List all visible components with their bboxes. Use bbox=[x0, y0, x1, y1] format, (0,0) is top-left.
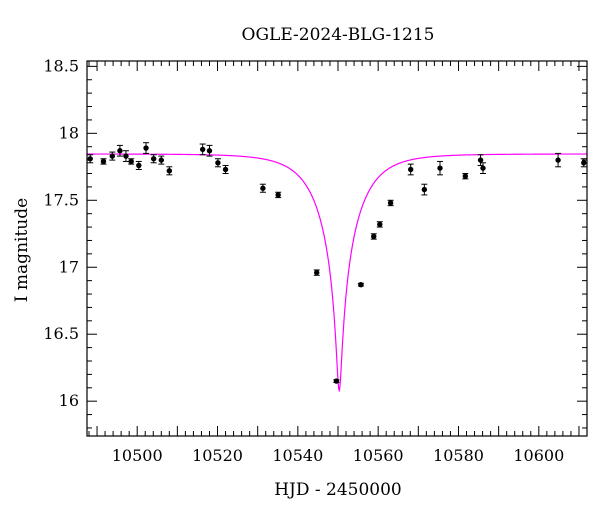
y-tick-label: 16 bbox=[59, 391, 79, 410]
x-axis-title: HJD - 2450000 bbox=[274, 480, 402, 500]
data-point bbox=[437, 165, 443, 171]
x-tick-label: 10600 bbox=[513, 446, 564, 465]
data-point bbox=[275, 192, 281, 198]
data-point bbox=[581, 160, 587, 166]
data-point bbox=[477, 157, 484, 163]
data-point bbox=[215, 160, 221, 166]
data-point bbox=[314, 269, 320, 276]
data-point bbox=[480, 165, 486, 171]
data-point bbox=[333, 378, 340, 384]
x-tick-label: 10540 bbox=[272, 446, 323, 465]
data-point bbox=[462, 173, 469, 179]
data-point bbox=[150, 156, 157, 162]
x-tick-label: 10500 bbox=[112, 446, 163, 465]
data-point bbox=[260, 185, 266, 191]
data-point bbox=[555, 157, 561, 163]
data-point bbox=[158, 157, 164, 163]
data-point bbox=[136, 162, 142, 169]
data-point bbox=[87, 156, 93, 162]
x-tick-label: 10520 bbox=[192, 446, 243, 465]
x-tick-label: 10560 bbox=[353, 446, 404, 465]
data-point bbox=[222, 166, 229, 173]
data-point bbox=[371, 233, 377, 240]
y-tick-label: 16.5 bbox=[43, 324, 79, 343]
x-tick-label: 10580 bbox=[433, 446, 484, 465]
axis-ticks bbox=[87, 61, 588, 436]
data-point bbox=[358, 281, 364, 288]
data-point bbox=[109, 153, 116, 159]
data-point bbox=[128, 158, 134, 165]
model-curve bbox=[87, 153, 587, 393]
data-point bbox=[199, 146, 206, 153]
data-point bbox=[100, 158, 107, 165]
data-point bbox=[143, 145, 149, 151]
y-tick-label: 17.5 bbox=[43, 190, 79, 209]
data-point bbox=[377, 221, 383, 228]
data-point bbox=[407, 166, 414, 173]
y-tick-label: 17 bbox=[59, 257, 79, 276]
chart-title: OGLE-2024-BLG-1215 bbox=[242, 25, 435, 45]
data-point bbox=[166, 168, 173, 174]
data-point bbox=[387, 200, 394, 206]
model-curve-layer bbox=[87, 153, 587, 393]
data-points-layer bbox=[87, 142, 587, 384]
tick-labels: 10500 10520 10540 10560 10580 10600 16 16.5 17 17… bbox=[43, 56, 564, 465]
data-point bbox=[117, 148, 123, 154]
y-axis-title: I magnitude bbox=[12, 198, 32, 302]
data-point bbox=[421, 186, 428, 193]
y-tick-label: 18.5 bbox=[43, 56, 79, 75]
data-point bbox=[206, 148, 213, 154]
y-tick-label: 18 bbox=[59, 123, 79, 142]
plot-frame bbox=[86, 60, 588, 437]
data-point bbox=[123, 153, 129, 159]
